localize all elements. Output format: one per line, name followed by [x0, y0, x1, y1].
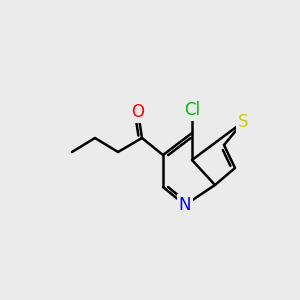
Text: N: N — [179, 196, 191, 214]
Text: Cl: Cl — [184, 101, 200, 119]
Text: S: S — [238, 113, 248, 131]
Text: O: O — [131, 103, 145, 121]
